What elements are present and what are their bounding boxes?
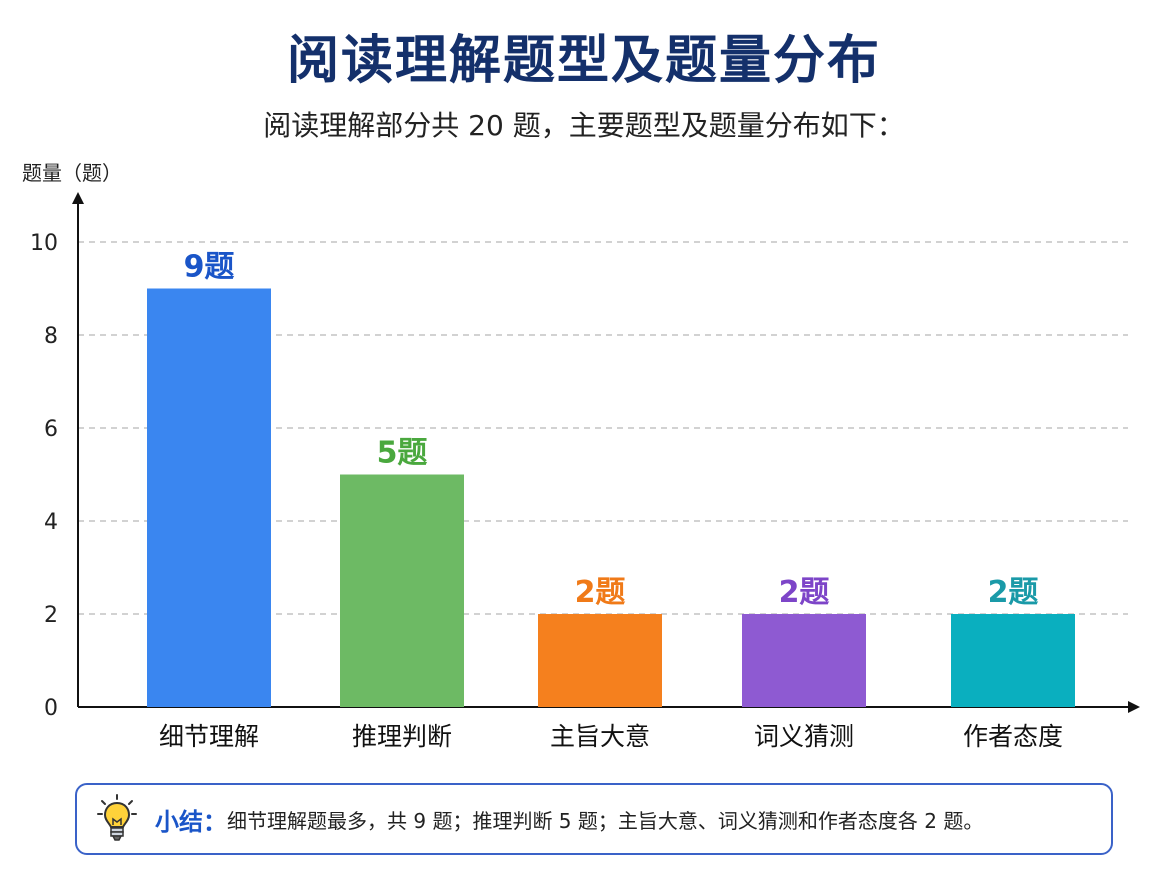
bar-4 [742, 614, 866, 707]
x-axis-arrow [1128, 701, 1140, 713]
bar-value-label: 9题 [184, 250, 235, 285]
x-category-label: 词义猜测 [754, 722, 854, 751]
bar-value-label: 2题 [988, 575, 1039, 610]
page-title: 阅读理解题型及题量分布 [286, 31, 881, 91]
y-tick-label: 10 [30, 231, 58, 256]
x-category-label: 推理判断 [352, 722, 452, 751]
y-axis-title: 题量（题） [22, 161, 122, 185]
bar-value-label: 2题 [575, 575, 626, 610]
y-tick-label: 2 [44, 603, 58, 628]
summary-box: 小结： 细节理解题最多，共 9 题；推理判断 5 题；主旨大意、词义猜测和作者态… [75, 783, 1113, 855]
y-tick-label: 4 [44, 510, 58, 535]
x-category-label: 作者态度 [963, 722, 1063, 751]
bar-value-label: 5题 [377, 436, 428, 471]
bar-3 [538, 614, 662, 707]
y-tick-label: 8 [44, 324, 58, 349]
bar-1 [147, 288, 271, 707]
bar-2 [340, 474, 464, 707]
lightbulb-icon [97, 794, 137, 841]
summary-text: 细节理解题最多，共 9 题；推理判断 5 题；主旨大意、词义猜测和作者态度各 2… [227, 808, 984, 833]
bar-value-label: 2题 [779, 575, 830, 610]
y-tick-label: 6 [44, 417, 58, 442]
x-category-label: 细节理解 [159, 722, 259, 751]
page-subtitle: 阅读理解部分共 20 题，主要题型及题量分布如下： [263, 109, 905, 142]
y-tick-label: 0 [44, 696, 58, 721]
y-axis-arrow [72, 192, 84, 204]
x-category-label: 主旨大意 [550, 722, 650, 751]
summary-label: 小结： [155, 807, 227, 836]
bar-5 [951, 614, 1075, 707]
